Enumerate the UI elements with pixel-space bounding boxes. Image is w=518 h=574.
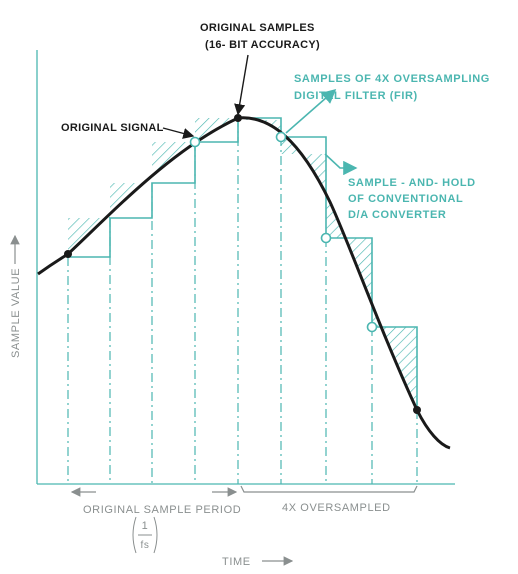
original-sample-dot — [64, 250, 72, 258]
original-samples-arrow — [234, 54, 249, 116]
fir-point — [275, 131, 287, 143]
original-period-label: ORIGINAL SAMPLE PERIOD — [83, 504, 241, 516]
original-signal-arrow — [162, 127, 195, 139]
fraction-paren-right — [153, 516, 158, 554]
fir-sample-points — [189, 131, 378, 333]
fir-point — [320, 232, 332, 244]
sah-arrow — [324, 153, 358, 176]
hatched-error-area — [68, 117, 417, 411]
fraction-paren-left — [132, 516, 137, 554]
sah-label-line2: OF CONVENTIONAL — [348, 193, 463, 205]
original-sample-dot — [234, 114, 242, 122]
original-signal-curve — [37, 116, 451, 450]
y-axis-title: SAMPLE VALUE — [10, 268, 22, 358]
fir-point — [189, 136, 201, 148]
fir-point — [366, 321, 378, 333]
fraction-numerator: 1 — [142, 520, 149, 532]
original-signal-label: ORIGINAL SIGNAL — [61, 122, 164, 134]
oversampled-label: 4X OVERSAMPLED — [282, 502, 391, 514]
fir-label-line2: DIGITAL FILTER (FIR) — [294, 90, 418, 102]
original-sample-points — [64, 114, 421, 414]
sah-label-line3: D/A CONVERTER — [348, 209, 446, 221]
fir-label-line1: SAMPLES OF 4X OVERSAMPLING — [294, 73, 490, 85]
x-axis-title: TIME — [222, 556, 251, 568]
oversampled-bracket — [240, 485, 418, 493]
sah-label-line1: SAMPLE - AND- HOLD — [348, 177, 476, 189]
fraction-denominator: fs — [141, 540, 150, 551]
original-samples-label: ORIGINAL SAMPLES — [200, 22, 315, 34]
sample-gridlines — [67, 118, 418, 484]
original-sample-dot — [413, 406, 421, 414]
fir-arrow — [285, 88, 337, 134]
y-axis-title-group: SAMPLE VALUE — [10, 234, 22, 358]
original-samples-accuracy-label: (16- BIT ACCURACY) — [205, 39, 320, 51]
